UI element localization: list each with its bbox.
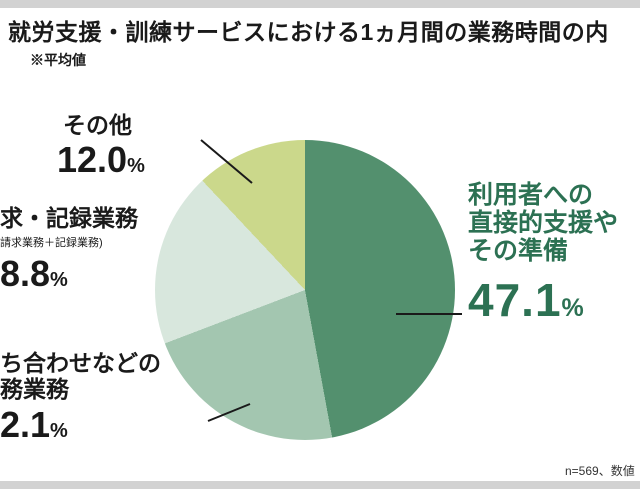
label-direct-support: 利用者への 直接的支援や その準備 47.1% (468, 181, 618, 327)
label-other-number: 12.0 (57, 139, 128, 180)
label-billing-unit: % (50, 269, 68, 291)
pie-chart (155, 140, 455, 440)
label-office-work-number: 2.1 (0, 404, 51, 445)
label-direct-support-line2: 直接的支援や (468, 209, 619, 237)
label-billing-note: 請求業務＋記録業務) (0, 237, 103, 249)
sample-size-note: n=569、数値 (565, 464, 635, 478)
label-other-value: 12.0% (57, 139, 145, 181)
label-direct-support-value: 47.1% (468, 273, 618, 327)
label-other-name: その他 (63, 112, 132, 138)
label-other: その他 12.0% (57, 112, 145, 181)
label-billing: 求・記録業務 請求業務＋記録業務) 8.8% (0, 205, 138, 295)
label-billing-value: 8.8% (0, 253, 138, 295)
label-office-work: ち合わせなどの 務業務 2.1% (0, 350, 161, 446)
label-billing-number: 8.8 (0, 253, 51, 294)
label-office-work-value: 2.1% (0, 404, 161, 446)
label-direct-support-number: 47.1 (468, 274, 562, 326)
bottom-border (0, 481, 640, 489)
label-direct-support-line1: 利用者への (468, 181, 594, 209)
label-other-unit: % (127, 155, 145, 177)
top-border (0, 0, 640, 8)
label-direct-support-line3: その準備 (468, 237, 569, 265)
page-subtitle: ※平均値 (30, 52, 86, 68)
page-title: 就労支援・訓練サービスにおける1ヵ月間の業務時間の内 (8, 19, 609, 45)
label-office-work-line1: ち合わせなどの (0, 350, 161, 376)
label-office-work-line2: 務業務 (0, 376, 69, 402)
label-office-work-unit: % (50, 420, 68, 442)
label-direct-support-unit: % (561, 294, 585, 322)
label-billing-name: 求・記録業務 (0, 205, 138, 231)
